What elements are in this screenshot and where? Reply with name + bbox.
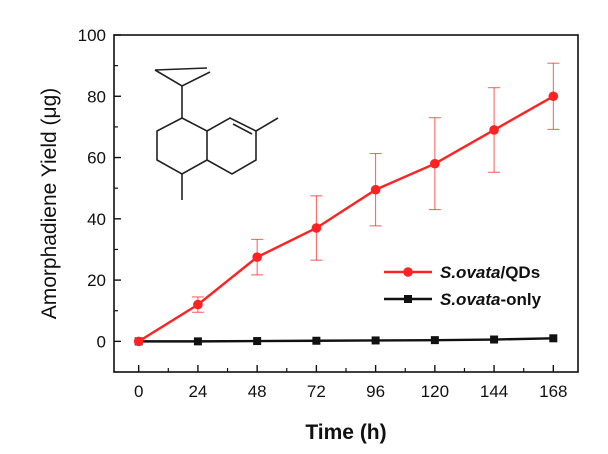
legend-marker: [404, 295, 412, 303]
legend: S.ovata/QDs S.ovata-only: [384, 263, 542, 309]
plot-area: 0 24 48 72 96 120 144 168 0 20 40 60 80 100 Time (h) Am…: [38, 26, 579, 444]
data-point: [193, 337, 202, 346]
data-point: [311, 223, 322, 233]
y-tick-label: 80: [87, 87, 106, 106]
data-point: [133, 336, 144, 347]
data-point: [548, 91, 559, 102]
data-point: [253, 337, 262, 346]
series-line: [138, 95, 554, 343]
series-0: [133, 62, 560, 347]
series-line: [138, 337, 554, 343]
data-point: [252, 252, 262, 262]
y-tick-label: 20: [87, 271, 106, 290]
data-point: [312, 336, 321, 345]
data-point: [430, 336, 439, 345]
y-tick-label: 0: [97, 332, 106, 351]
x-tick-label: 0: [134, 382, 143, 401]
legend-label: S.ovata-only: [440, 290, 542, 309]
data-point: [489, 125, 499, 135]
x-tick-label: 24: [188, 382, 207, 401]
x-tick-label: 72: [307, 382, 326, 401]
y-tick-label: 40: [87, 210, 106, 229]
molecule-structure-icon: [154, 67, 279, 200]
x-tick-label: 120: [421, 382, 449, 401]
x-tick-label: 96: [366, 382, 385, 401]
y-tick-label: 100: [78, 26, 106, 45]
legend-marker: [403, 267, 413, 277]
x-axis-title: Time (h): [305, 421, 386, 444]
data-point: [370, 184, 381, 195]
x-tick-label: 144: [480, 382, 508, 401]
legend-label: S.ovata/QDs: [440, 263, 540, 282]
x-tick-label: 48: [248, 382, 267, 401]
y-tick-label: 60: [87, 149, 106, 168]
data-point: [371, 336, 380, 345]
y-axis-title: Amorphadiene Yield (μg): [38, 88, 61, 320]
data-point: [193, 299, 203, 310]
x-tick-label: 168: [539, 382, 567, 401]
data-point: [430, 158, 440, 169]
data-point: [549, 334, 558, 343]
data-point: [490, 335, 499, 344]
